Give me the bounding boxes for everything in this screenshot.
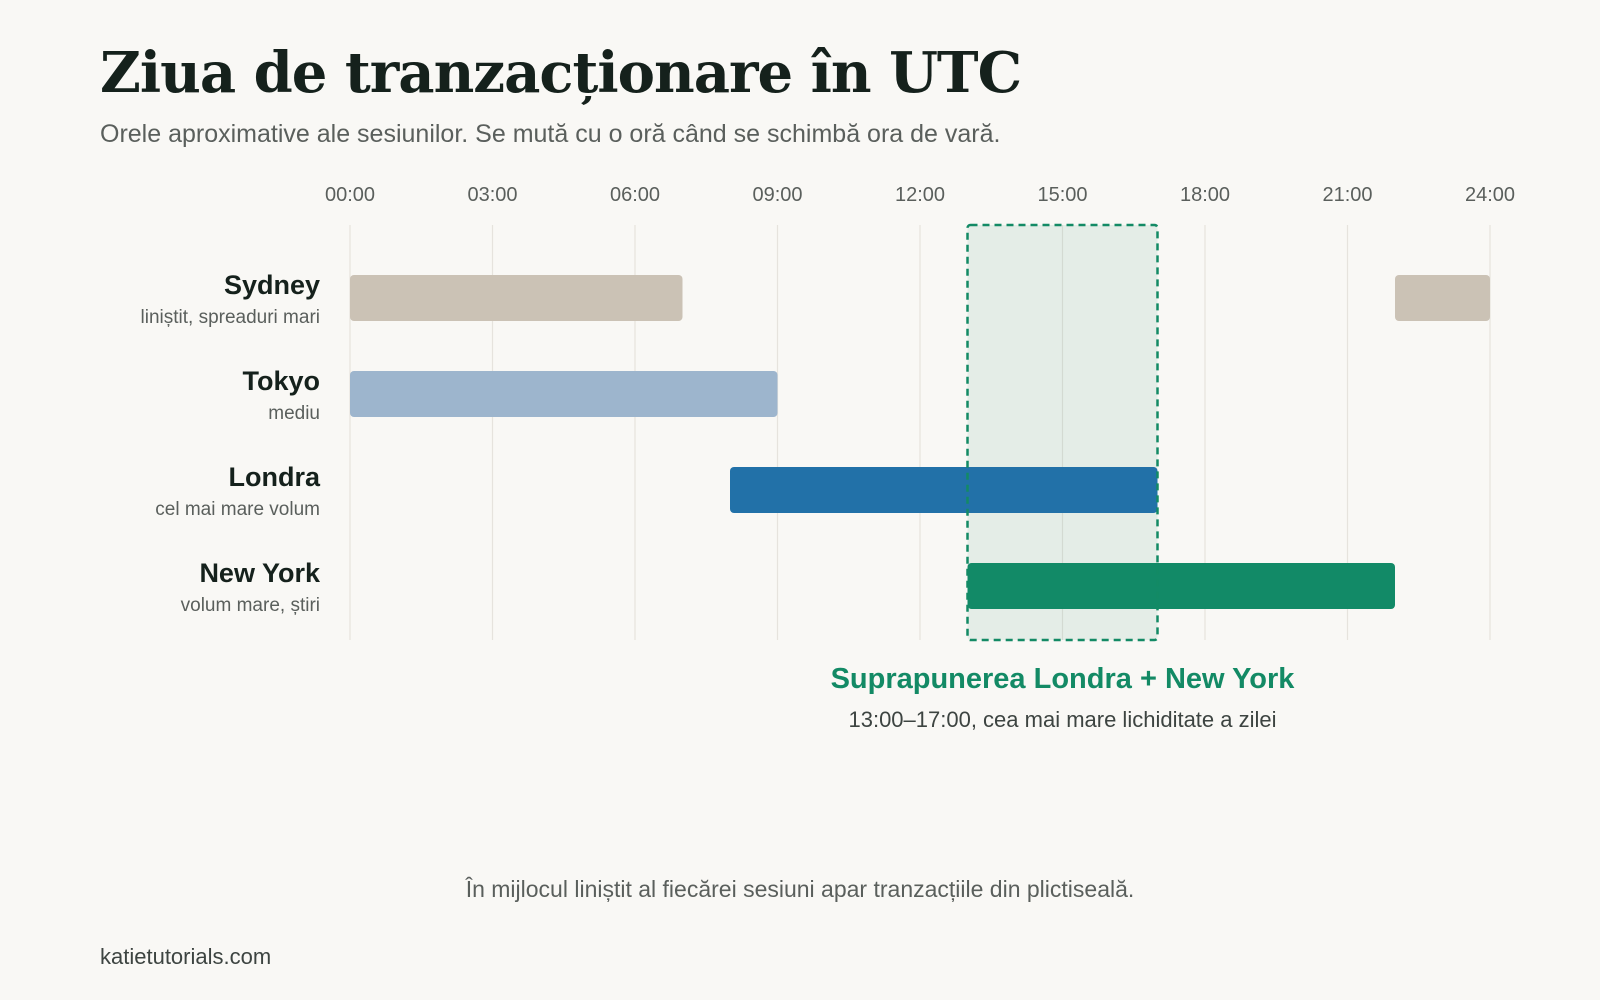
session-row: Londra cel mai mare volum (155, 462, 1158, 520)
overlap-description: 13:00–17:00, cea mai mare lichiditate a … (848, 707, 1276, 732)
x-tick-label: 12:00 (895, 184, 945, 206)
session-bar (730, 467, 1158, 513)
session-name: New York (199, 558, 321, 588)
x-axis-ticks: 00:00 03:00 06:00 09:00 12:00 15:00 18:00 21:00… (325, 184, 1515, 206)
session-row: Sydney liniștit, spreaduri mari (141, 270, 1490, 328)
x-tick-label: 21:00 (1322, 184, 1372, 206)
session-rows: Sydney liniștit, spreaduri mari Tokyo mediu… (141, 270, 1490, 616)
overlap-title: Suprapunerea Londra + New York (831, 663, 1296, 695)
session-name: Londra (229, 462, 321, 492)
chart-title: Ziua de tranzacționare în UTC (100, 40, 1022, 106)
x-tick-label: 03:00 (467, 184, 517, 206)
overlap-region (967, 225, 1158, 640)
brand-link[interactable]: katietutorials.com (100, 944, 272, 969)
session-description: cel mai mare volum (155, 499, 320, 520)
session-bar (350, 275, 683, 321)
x-tick-label: 24:00 (1465, 184, 1515, 206)
session-row: Tokyo mediu (242, 366, 778, 424)
x-tick-label: 09:00 (752, 184, 802, 206)
session-bar (967, 563, 1395, 609)
overlap-annotation: Suprapunerea Londra + New York 13:00–17:0… (831, 663, 1296, 732)
x-tick-label: 00:00 (325, 184, 375, 206)
x-tick-label: 06:00 (610, 184, 660, 206)
session-row: New York volum mare, știri (181, 558, 1395, 616)
session-name: Sydney (224, 270, 320, 300)
session-timeline-chart: 00:00 03:00 06:00 09:00 12:00 15:00 18:00 21:00… (141, 184, 1516, 732)
chart-subtitle: Orele aproximative ale sesiunilor. Se mu… (100, 120, 1001, 148)
session-name: Tokyo (242, 366, 320, 396)
footnote: În mijlocul liniștit al fiecărei sesiuni… (465, 876, 1135, 902)
overlap-shading (967, 225, 1158, 640)
x-tick-label: 15:00 (1037, 184, 1087, 206)
session-bar (350, 371, 778, 417)
x-tick-label: 18:00 (1180, 184, 1230, 206)
session-bar (1395, 275, 1490, 321)
session-description: liniștit, spreaduri mari (141, 307, 321, 328)
session-description: mediu (268, 403, 320, 424)
session-description: volum mare, știri (181, 595, 320, 616)
